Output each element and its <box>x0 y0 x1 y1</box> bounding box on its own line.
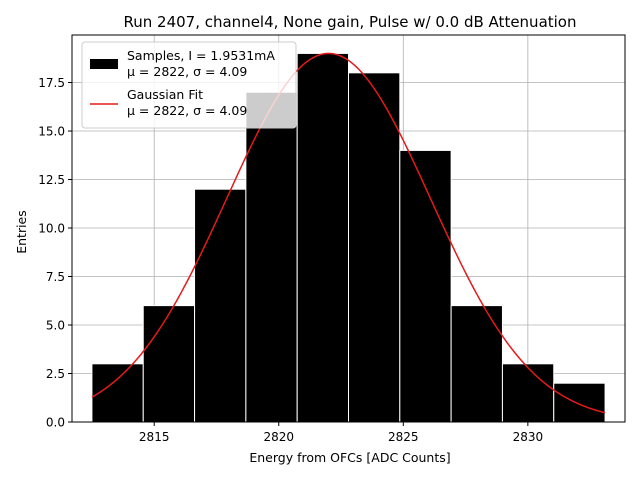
x-axis-label: Energy from OFCs [ADC Counts] <box>249 450 450 465</box>
legend: Samples, I = 1.9531mA μ = 2822, σ = 4.09… <box>81 41 297 129</box>
y-tick-label: 12.5 <box>38 173 65 187</box>
histogram-bars <box>91 52 606 423</box>
y-tick-label: 15.0 <box>38 125 65 139</box>
y-axis-label: Entries <box>14 210 29 254</box>
chart-title: Run 2407, channel4, None gain, Pulse w/ … <box>124 13 577 31</box>
histogram-bar <box>245 91 298 423</box>
legend-samples-swatch <box>90 59 118 69</box>
histogram-bar <box>553 382 606 423</box>
legend-fit-label: Gaussian Fit <box>127 87 203 102</box>
histogram-bar <box>501 363 555 423</box>
y-tick-label: 0.0 <box>46 416 65 430</box>
histogram-bar <box>194 188 247 423</box>
x-tick-label: 2815 <box>139 430 170 444</box>
y-tick-label: 5.0 <box>46 319 65 333</box>
histogram-bar <box>399 149 452 423</box>
histogram-bar <box>142 305 196 423</box>
histogram-bar <box>450 305 503 423</box>
legend-fit-stats: μ = 2822, σ = 4.09 <box>127 103 247 118</box>
y-tick-label: 7.5 <box>46 270 65 284</box>
histogram-bar <box>91 363 144 423</box>
x-tick-label: 2825 <box>388 430 419 444</box>
x-tick-label: 2830 <box>513 430 544 444</box>
legend-samples-stats: μ = 2822, σ = 4.09 <box>127 64 247 79</box>
x-tick-label: 2820 <box>263 430 294 444</box>
gaussian-fit <box>91 52 606 414</box>
gaussian-fit-line <box>91 52 606 414</box>
y-tick-label: 17.5 <box>38 76 65 90</box>
tick-labels: 2815 2820 2825 2830 0.0 2.5 5.0 7.5 10.0 12.5 15.0… <box>38 76 543 444</box>
legend-samples-label: Samples, I = 1.9531mA <box>127 48 275 63</box>
legend-frame <box>81 41 297 129</box>
histogram-bar <box>296 52 349 423</box>
histogram-bar <box>348 72 401 423</box>
y-tick-label: 10.0 <box>38 222 65 236</box>
y-tick-label: 2.5 <box>46 367 65 381</box>
